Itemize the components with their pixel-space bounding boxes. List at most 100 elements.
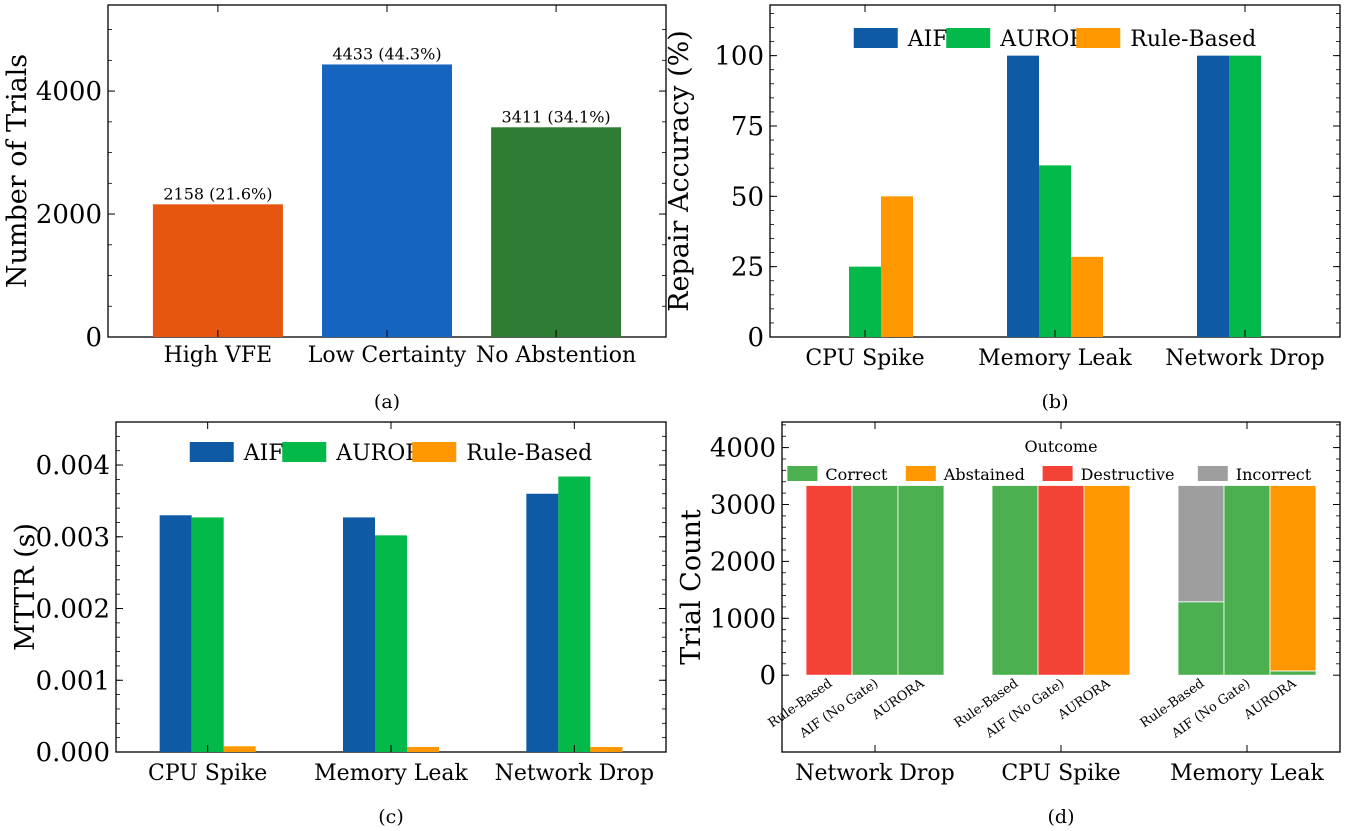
bar-data-label: 4433 (44.3%) (332, 44, 441, 63)
legend-label: Correct (825, 465, 888, 484)
stack-segment-correct (897, 485, 945, 676)
panel-caption: (d) (1048, 806, 1075, 828)
bar-rule-based (881, 196, 913, 337)
panel-b: 0 25 50 75 100 Repair Accuracy (%) (b) CPU Spik… (664, 4, 1341, 413)
stack-segment-correct (1269, 670, 1317, 676)
panel-caption: (a) (374, 391, 400, 413)
bar-rule-based (407, 746, 439, 752)
legend-title: Outcome (1024, 437, 1097, 456)
bar-aurora (375, 535, 407, 752)
bar-aif (343, 517, 375, 752)
legend-label: Rule-Based (466, 441, 592, 466)
legend-label: Destructive (1081, 465, 1175, 484)
legend-swatch (946, 28, 991, 48)
stack-segment-abstained (1083, 485, 1131, 676)
bar (491, 127, 622, 337)
legend-swatch (905, 466, 936, 481)
y-axis-label: Trial Count (676, 509, 707, 665)
y-tick-label: 4000 (710, 434, 776, 464)
y-axis-label: Repair Accuracy (%) (664, 30, 695, 312)
stack-segment-destructive (1037, 485, 1085, 676)
bar-aurora (849, 266, 881, 337)
x-tick-label: Memory Leak (978, 346, 1132, 371)
stack-segment-correct (1223, 485, 1271, 676)
panel-caption: (b) (1042, 391, 1069, 413)
legend-swatch (1197, 466, 1228, 481)
legend-swatch (189, 442, 234, 462)
legend-label: Abstained (943, 465, 1025, 484)
legend: Outcome Correct Abstained Destructive Incorr… (787, 437, 1312, 484)
y-tick-label: 0.004 (36, 451, 110, 481)
stack-segment-correct (991, 485, 1039, 676)
bar-label: AURORA (1055, 676, 1114, 724)
bar-aurora (1229, 55, 1261, 337)
bar-label: AIF (No Gate) (796, 676, 881, 742)
stack-segment-destructive (805, 485, 853, 676)
bar-label: AURORA (1241, 676, 1300, 724)
y-tick-label: 0.002 (36, 595, 110, 625)
y-tick-label: 4000 (36, 77, 102, 107)
y-tick-label: 50 (731, 182, 764, 212)
panel-c: 0.000 0.001 0.002 0.003 0.004 MTTR (s) (c) CPU … (10, 421, 667, 828)
bar-aif (1007, 55, 1039, 337)
legend-label: AIF (243, 441, 284, 466)
y-tick-label: 0.000 (36, 738, 110, 768)
y-tick-label: 2000 (36, 200, 102, 230)
y-tick-label: 1000 (710, 604, 776, 634)
y-tick-label: 0 (747, 323, 764, 353)
stack-segment-correct (851, 485, 899, 676)
y-tick-label: 2000 (710, 547, 776, 577)
x-tick-label: Memory Leak (314, 761, 468, 786)
bar-aif (1197, 55, 1229, 337)
legend-swatch (1042, 466, 1073, 481)
bar-rule-based (223, 746, 256, 752)
bar-aurora (191, 517, 224, 752)
y-tick-label: 0 (85, 323, 102, 353)
y-tick-label: 3000 (710, 491, 776, 521)
bar (322, 64, 452, 338)
y-axis-label: MTTR (s) (10, 523, 41, 651)
bar-data-label: 2158 (21.6%) (163, 184, 272, 203)
bar-aif (526, 493, 559, 752)
y-axis-label: Number of Trials (2, 54, 33, 288)
panel-caption: (c) (378, 806, 403, 828)
x-tick-label: Low Certainty (308, 343, 467, 368)
legend-swatch (282, 442, 327, 462)
x-tick-label: Memory Leak (1170, 761, 1324, 786)
x-tick-label: CPU Spike (805, 346, 924, 371)
y-tick-label: 0.003 (36, 523, 110, 553)
legend-swatch (853, 28, 898, 48)
legend-swatch (1076, 28, 1121, 48)
legend-label: Rule-Based (1130, 27, 1256, 52)
x-tick-label: Network Drop (1165, 346, 1325, 371)
bar-aif (159, 515, 192, 752)
bar-data-label: 3411 (34.1%) (502, 107, 611, 126)
bar-label: AIF (No Gate) (982, 676, 1067, 742)
y-tick-label: 0 (759, 661, 776, 691)
legend-swatch (787, 466, 818, 481)
x-tick-label: Network Drop (495, 761, 655, 786)
y-tick-label: 100 (714, 42, 764, 72)
legend: AIF AURORA Rule-Based (189, 441, 592, 466)
legend-swatch (412, 442, 457, 462)
x-tick-label: Network Drop (795, 761, 955, 786)
stack-segment-incorrect (1177, 485, 1225, 603)
x-tick-label: CPU Spike (1001, 761, 1120, 786)
y-tick-label: 25 (731, 253, 764, 283)
x-tick-label: CPU Spike (148, 761, 267, 786)
legend: AIF AURORA Rule-Based (853, 27, 1256, 52)
bar-rule-based (1071, 256, 1103, 337)
x-tick-label: No Abstention (476, 343, 636, 368)
bar-rule-based (590, 746, 623, 752)
legend-label: Incorrect (1236, 465, 1312, 484)
legend-label: AIF (907, 27, 948, 52)
y-tick-label: 0.001 (36, 666, 110, 696)
x-tick-label: High VFE (164, 343, 273, 368)
y-tick-label: 75 (731, 112, 764, 142)
bar-label: AIF (No Gate) (1168, 676, 1253, 742)
bar (152, 204, 283, 337)
stack-segment-correct (1177, 601, 1225, 676)
